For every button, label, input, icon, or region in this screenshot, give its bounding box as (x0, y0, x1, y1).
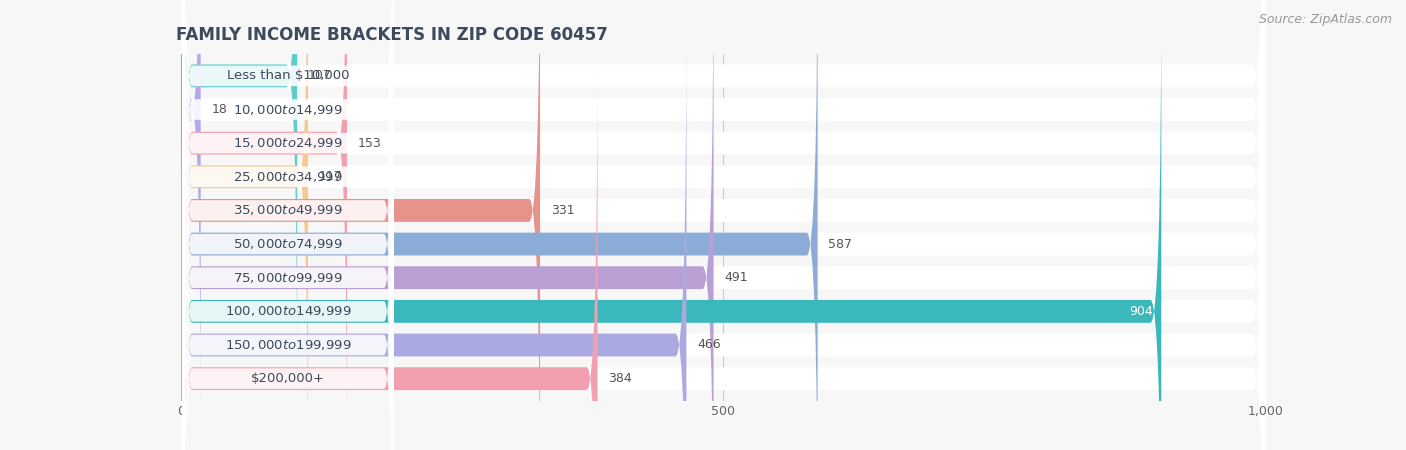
FancyBboxPatch shape (181, 0, 818, 450)
FancyBboxPatch shape (183, 53, 394, 450)
FancyBboxPatch shape (183, 0, 394, 369)
Text: 153: 153 (359, 137, 381, 150)
FancyBboxPatch shape (183, 0, 394, 450)
FancyBboxPatch shape (181, 0, 1265, 450)
FancyBboxPatch shape (181, 0, 347, 450)
FancyBboxPatch shape (181, 0, 308, 450)
Text: 107: 107 (308, 69, 332, 82)
FancyBboxPatch shape (181, 0, 1265, 450)
Text: $200,000+: $200,000+ (250, 372, 325, 385)
Text: $50,000 to $74,999: $50,000 to $74,999 (233, 237, 343, 251)
FancyBboxPatch shape (181, 0, 1265, 450)
FancyBboxPatch shape (183, 86, 394, 450)
Text: $150,000 to $199,999: $150,000 to $199,999 (225, 338, 352, 352)
FancyBboxPatch shape (181, 54, 598, 450)
FancyBboxPatch shape (181, 0, 1161, 450)
Text: $100,000 to $149,999: $100,000 to $149,999 (225, 304, 352, 318)
Text: 18: 18 (211, 103, 228, 116)
FancyBboxPatch shape (183, 0, 394, 436)
Text: $25,000 to $34,999: $25,000 to $34,999 (233, 170, 343, 184)
Text: Less than $10,000: Less than $10,000 (226, 69, 349, 82)
FancyBboxPatch shape (183, 0, 394, 450)
Text: 587: 587 (828, 238, 852, 251)
FancyBboxPatch shape (181, 0, 1265, 450)
FancyBboxPatch shape (181, 0, 1265, 450)
Text: FAMILY INCOME BRACKETS IN ZIP CODE 60457: FAMILY INCOME BRACKETS IN ZIP CODE 60457 (176, 26, 607, 44)
Text: 904: 904 (1129, 305, 1153, 318)
FancyBboxPatch shape (183, 0, 394, 402)
Text: $10,000 to $14,999: $10,000 to $14,999 (233, 103, 343, 117)
FancyBboxPatch shape (181, 0, 1265, 450)
FancyBboxPatch shape (181, 0, 201, 435)
FancyBboxPatch shape (181, 0, 540, 450)
Text: 491: 491 (724, 271, 748, 284)
FancyBboxPatch shape (181, 0, 1265, 450)
Text: 117: 117 (319, 170, 343, 183)
FancyBboxPatch shape (181, 0, 1265, 450)
FancyBboxPatch shape (181, 20, 686, 450)
FancyBboxPatch shape (181, 0, 297, 401)
FancyBboxPatch shape (183, 19, 394, 450)
Text: 331: 331 (551, 204, 575, 217)
Text: 384: 384 (609, 372, 633, 385)
Text: $35,000 to $49,999: $35,000 to $49,999 (233, 203, 343, 217)
FancyBboxPatch shape (181, 0, 713, 450)
FancyBboxPatch shape (183, 0, 394, 450)
Text: $75,000 to $99,999: $75,000 to $99,999 (233, 271, 343, 285)
Text: $15,000 to $24,999: $15,000 to $24,999 (233, 136, 343, 150)
FancyBboxPatch shape (181, 0, 1265, 450)
Text: 466: 466 (697, 338, 721, 351)
FancyBboxPatch shape (183, 0, 394, 450)
Text: Source: ZipAtlas.com: Source: ZipAtlas.com (1258, 14, 1392, 27)
FancyBboxPatch shape (181, 0, 1265, 450)
